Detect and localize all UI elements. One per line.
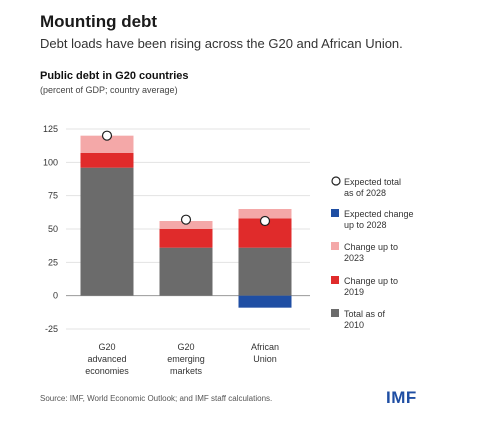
legend-label: Expected change <box>344 209 414 219</box>
source-note: Source: IMF, World Economic Outlook; and… <box>40 394 273 403</box>
category-label: Union <box>253 354 277 364</box>
bar-segment <box>238 247 292 296</box>
y-tick-label: 50 <box>48 224 58 234</box>
legend-swatch <box>331 209 339 217</box>
y-tick-label: 100 <box>43 157 58 167</box>
expected-total-marker <box>259 215 271 227</box>
y-tick-label: 75 <box>48 191 58 201</box>
legend-label: 2019 <box>344 287 364 297</box>
y-tick-label: 125 <box>43 124 58 134</box>
legend-label: as of 2028 <box>344 188 386 198</box>
category-label: advanced <box>87 354 126 364</box>
page-title: Mounting debt <box>40 12 158 31</box>
chart-title: Public debt in G20 countries <box>40 70 189 82</box>
legend-label: Total as of <box>344 309 386 319</box>
category-label: emerging <box>167 354 205 364</box>
page-subtitle: Debt loads have been rising across the G… <box>40 36 403 51</box>
legend-swatch <box>331 309 339 317</box>
chart-subtitle: (percent of GDP; country average) <box>40 85 178 95</box>
y-tick-label: 25 <box>48 257 58 267</box>
legend-marker-expected-total <box>331 176 341 186</box>
legend-swatch <box>331 242 339 250</box>
category-label: economies <box>85 366 129 376</box>
bar-segment <box>80 167 134 296</box>
category-label: markets <box>170 366 203 376</box>
legend-label: up to 2028 <box>344 220 387 230</box>
bar-segment <box>80 135 134 153</box>
legend-label: 2010 <box>344 320 364 330</box>
category-label: G20 <box>98 342 115 352</box>
legend-label: Change up to <box>344 242 398 252</box>
y-tick-label: 0 <box>53 291 58 301</box>
imf-logo: IMF <box>386 388 417 407</box>
legend-swatch <box>331 276 339 284</box>
legend-label: 2023 <box>344 253 364 263</box>
legend-label: Change up to <box>344 276 398 286</box>
bar-segment <box>80 153 134 168</box>
category-label: G20 <box>177 342 194 352</box>
category-label: African <box>251 342 279 352</box>
bar-segment <box>238 295 292 308</box>
legend-label: Expected total <box>344 177 401 187</box>
bar-segment <box>159 229 213 248</box>
expected-total-marker <box>180 214 192 225</box>
bar-segment <box>238 209 292 219</box>
expected-total-marker <box>101 130 113 141</box>
bar-segment <box>159 247 213 296</box>
bar-segment <box>159 221 213 229</box>
y-tick-label: -25 <box>45 324 58 334</box>
